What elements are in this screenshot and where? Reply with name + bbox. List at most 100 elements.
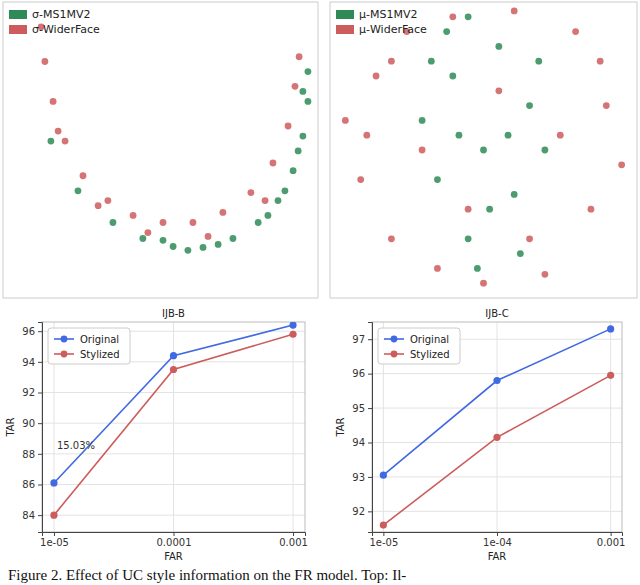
x-tick-mark — [611, 532, 612, 536]
x-axis-line — [43, 533, 306, 537]
legend-swatch — [336, 25, 354, 34]
y-tick: 96 — [352, 368, 372, 379]
point — [434, 176, 441, 183]
x-tick-mark — [383, 532, 384, 536]
point — [130, 212, 137, 219]
y-tick-mark — [368, 442, 372, 443]
y-tick-mark — [38, 484, 42, 485]
legend-marker — [391, 351, 398, 358]
point — [139, 235, 146, 242]
legend-label: Original — [80, 334, 119, 345]
y-tick-mark — [368, 477, 372, 478]
series-marker — [170, 352, 177, 359]
y-tick-mark — [38, 423, 42, 424]
point — [55, 128, 62, 135]
series-marker — [380, 522, 387, 529]
y-tick-mark — [368, 339, 372, 340]
y-tick-label: 97 — [352, 334, 365, 345]
y-tick: 95 — [352, 403, 372, 414]
point — [443, 28, 450, 35]
x-tick: 0.001 — [597, 532, 626, 548]
x-tick-label: 1e-04 — [483, 537, 512, 548]
point — [62, 138, 69, 145]
x-tick: 0.001 — [279, 532, 308, 548]
point — [292, 83, 299, 90]
legend-box — [378, 328, 460, 364]
legend-swatch — [9, 25, 27, 34]
point — [517, 250, 524, 257]
point — [160, 237, 167, 244]
point-series — [47, 68, 311, 254]
point — [299, 133, 306, 140]
x-axis-line — [373, 533, 623, 537]
y-tick-label: 96 — [22, 326, 35, 337]
series-marker — [50, 512, 57, 519]
y-tick-mark — [38, 331, 42, 332]
y-tick: 92 — [352, 506, 372, 517]
y-tick: 93 — [352, 472, 372, 483]
y-tick-mark — [38, 362, 42, 363]
legend-label: μ-MS1MV2 — [359, 8, 417, 21]
point — [388, 58, 395, 65]
legend-swatch — [9, 10, 27, 19]
point — [265, 212, 272, 219]
point — [104, 197, 111, 204]
series-marker — [380, 472, 387, 479]
y-axis-title: TAR — [335, 417, 346, 437]
plot-area — [342, 7, 625, 286]
point — [160, 219, 167, 226]
point — [282, 187, 289, 194]
point — [285, 123, 292, 130]
point — [219, 209, 226, 216]
legend: μ-MS1MV2μ-WiderFace — [336, 8, 427, 36]
series-line — [54, 325, 293, 483]
legend-swatch — [336, 10, 354, 19]
point — [299, 88, 306, 95]
x-grid-line — [610, 322, 611, 532]
point — [295, 147, 302, 154]
x-tick-label: 0.001 — [279, 537, 308, 548]
y-tick: 94 — [22, 357, 42, 368]
y-axis-line — [38, 323, 43, 533]
point — [428, 58, 435, 65]
series-marker — [493, 434, 500, 441]
y-tick: 90 — [22, 418, 42, 429]
point — [495, 87, 502, 94]
point — [618, 161, 625, 168]
y-tick: 86 — [22, 479, 42, 490]
point — [215, 241, 222, 248]
y-axis-line — [368, 323, 373, 533]
point — [557, 132, 564, 139]
point — [47, 138, 54, 145]
y-axis: 929394959697 — [352, 323, 372, 533]
x-axis-title: FAR — [488, 551, 507, 562]
x-tick-label: 1e-05 — [369, 537, 398, 548]
point — [449, 73, 456, 80]
plot-area — [38, 23, 312, 253]
legend-label: σ-MS1MV2 — [32, 8, 90, 21]
point — [495, 43, 502, 50]
y-tick: 96 — [22, 326, 42, 337]
grid — [42, 322, 305, 532]
plot-frame — [3, 2, 318, 298]
plot-area — [380, 325, 614, 528]
series-marker — [289, 322, 296, 329]
x-axis: 1e-050.00010.001 — [40, 532, 308, 548]
y-axis-title: TAR — [5, 417, 16, 437]
point — [185, 247, 192, 254]
annotation: 15.03% — [57, 440, 95, 451]
point — [474, 265, 481, 272]
point — [465, 235, 472, 242]
x-tick-label: 1e-05 — [40, 537, 69, 548]
x-tick-mark — [174, 532, 175, 536]
x-tick-label: 0.001 — [597, 537, 626, 548]
point — [603, 102, 610, 109]
y-tick-mark — [38, 454, 42, 455]
point — [373, 73, 380, 80]
point — [262, 197, 269, 204]
point — [597, 58, 604, 65]
point — [486, 206, 493, 213]
plot-background — [372, 322, 622, 532]
point — [80, 172, 87, 179]
y-tick-mark — [38, 515, 42, 516]
